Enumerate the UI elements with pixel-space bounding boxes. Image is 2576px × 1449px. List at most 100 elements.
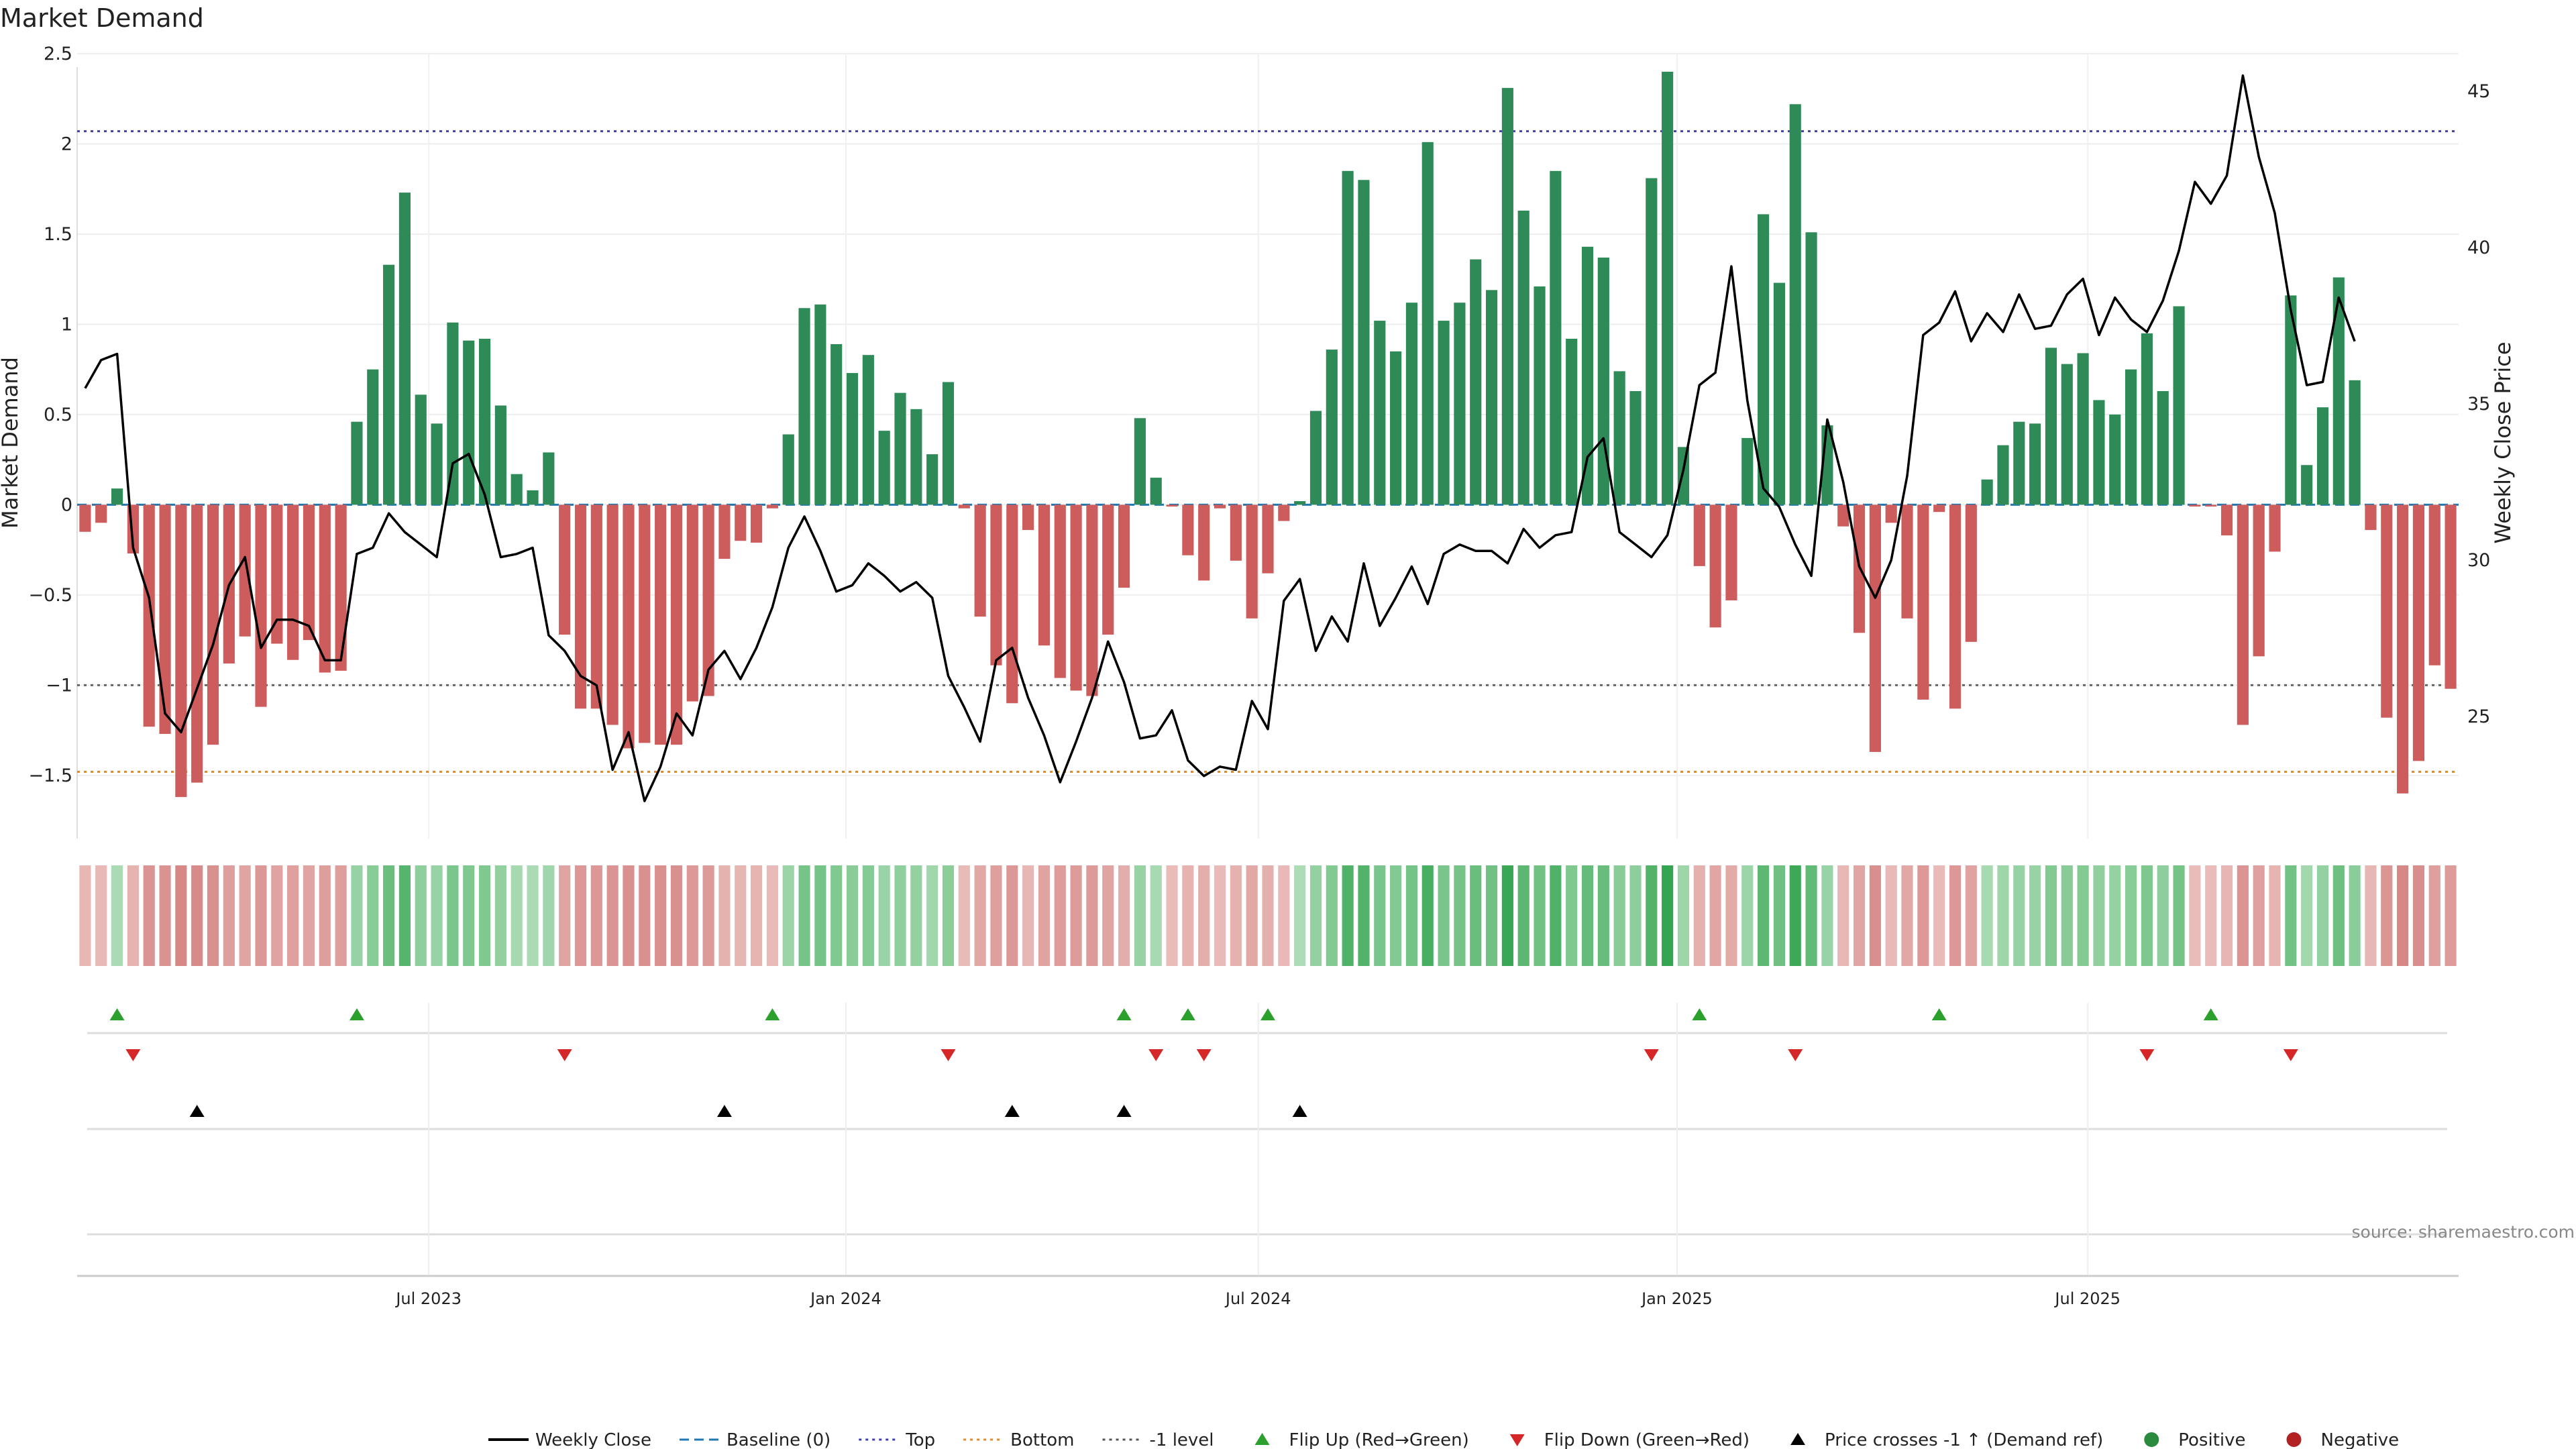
demand-bar (1006, 504, 1018, 704)
heat-cell (335, 865, 347, 966)
heat-cell (494, 865, 506, 966)
y-axis-label: Market Demand (0, 357, 23, 529)
demand-bar (2220, 504, 2233, 536)
heat-cell (2316, 865, 2329, 966)
demand-bar (1405, 303, 1418, 505)
heat-cell (2029, 865, 2041, 966)
legend-label: Baseline (0) (727, 1430, 830, 1449)
price-cross-marker (1004, 1105, 1020, 1117)
flip-up-marker (1180, 1008, 1195, 1020)
flip-up-marker (1260, 1008, 1275, 1020)
heat-cell (2397, 865, 2409, 966)
demand-heat-strip (79, 865, 2457, 966)
demand-bar (1118, 504, 1130, 588)
heat-cell (207, 865, 219, 966)
heat-cell (2061, 865, 2073, 966)
heat-cell (702, 865, 714, 966)
heat-cell (2077, 865, 2089, 966)
heat-cell (830, 865, 843, 966)
demand-bar (2173, 306, 2185, 505)
heat-cell (2173, 865, 2185, 966)
heat-cell (1134, 865, 1146, 966)
demand-bar (79, 504, 91, 532)
heat-cell (590, 865, 602, 966)
heat-cell (1166, 865, 1178, 966)
reference-lines (77, 130, 2459, 773)
demand-bar (942, 382, 955, 505)
demand-bar (383, 264, 395, 505)
heat-cell (2045, 865, 2057, 966)
price-cross-marker (1292, 1105, 1307, 1117)
source-note: source: sharemaestro.com (2352, 1222, 2575, 1242)
demand-bar (623, 504, 635, 749)
demand-bar (559, 504, 571, 635)
legend-label: Bottom (1010, 1430, 1074, 1449)
heat-cell (782, 865, 794, 966)
demand-bar (2013, 421, 2025, 505)
heat-cell (623, 865, 635, 966)
heat-cell (223, 865, 235, 966)
demand-bar (463, 340, 475, 505)
heat-cell (1326, 865, 1338, 966)
demand-bar (398, 193, 411, 505)
x-tick-label: Jul 2023 (394, 1289, 462, 1308)
heat-cell (1246, 865, 1258, 966)
heat-cell (1725, 865, 1737, 966)
heat-cell (1949, 865, 1962, 966)
demand-bar (1342, 170, 1354, 505)
demand-bar (2445, 504, 2457, 689)
heat-cell (1885, 865, 1897, 966)
heat-cell (191, 865, 203, 966)
demand-bar (1278, 504, 1290, 521)
demand-bar (2301, 465, 2313, 505)
heat-cell (255, 865, 267, 966)
heat-cell (766, 865, 778, 966)
heat-cell (415, 865, 427, 966)
demand-bar (2045, 347, 2057, 505)
heat-cell (1470, 865, 1482, 966)
demand-bar (143, 504, 155, 727)
heat-cell (926, 865, 938, 966)
chart-title: Market Demand (0, 3, 204, 33)
heat-cell (990, 865, 1002, 966)
heat-cell (1758, 865, 1770, 966)
heat-cell (2365, 865, 2377, 966)
heat-cell (670, 865, 683, 966)
flip-down-marker (557, 1049, 572, 1061)
heat-cell (574, 865, 587, 966)
y2-tick-label: 45 (2467, 81, 2490, 102)
heat-cell (1550, 865, 1562, 966)
demand-bar (1358, 180, 1370, 505)
flip-down-marker (125, 1049, 141, 1061)
demand-bar (415, 394, 427, 505)
heat-cell (1006, 865, 1018, 966)
demand-bar (846, 373, 859, 505)
demand-bar (2077, 353, 2089, 505)
demand-bar (1869, 504, 1881, 752)
demand-bar (1901, 504, 1913, 619)
demand-bar (2205, 504, 2217, 507)
demand-bar (239, 504, 251, 637)
demand-bar (686, 504, 698, 702)
heat-cell (559, 865, 571, 966)
heat-cell (1709, 865, 1721, 966)
heat-cell (862, 865, 874, 966)
demand-bar (1022, 504, 1034, 531)
demand-bar (2381, 504, 2393, 718)
heat-cell (1965, 865, 1977, 966)
demand-bar (798, 308, 810, 505)
demand-bar (1534, 286, 1546, 505)
demand-bar (718, 504, 731, 559)
demand-bar (1390, 351, 1402, 505)
flip-up-marker (1931, 1008, 1947, 1020)
heat-cell (1677, 865, 1690, 966)
heat-cell (319, 865, 331, 966)
legend-label: Flip Down (Green→Red) (1544, 1430, 1750, 1449)
heat-cell (95, 865, 107, 966)
demand-bar (1837, 504, 1849, 527)
y-tick-label: −0.5 (28, 585, 72, 606)
demand-bar (1613, 371, 1625, 505)
demand-bar (1262, 504, 1274, 574)
demand-bars (79, 71, 2457, 798)
